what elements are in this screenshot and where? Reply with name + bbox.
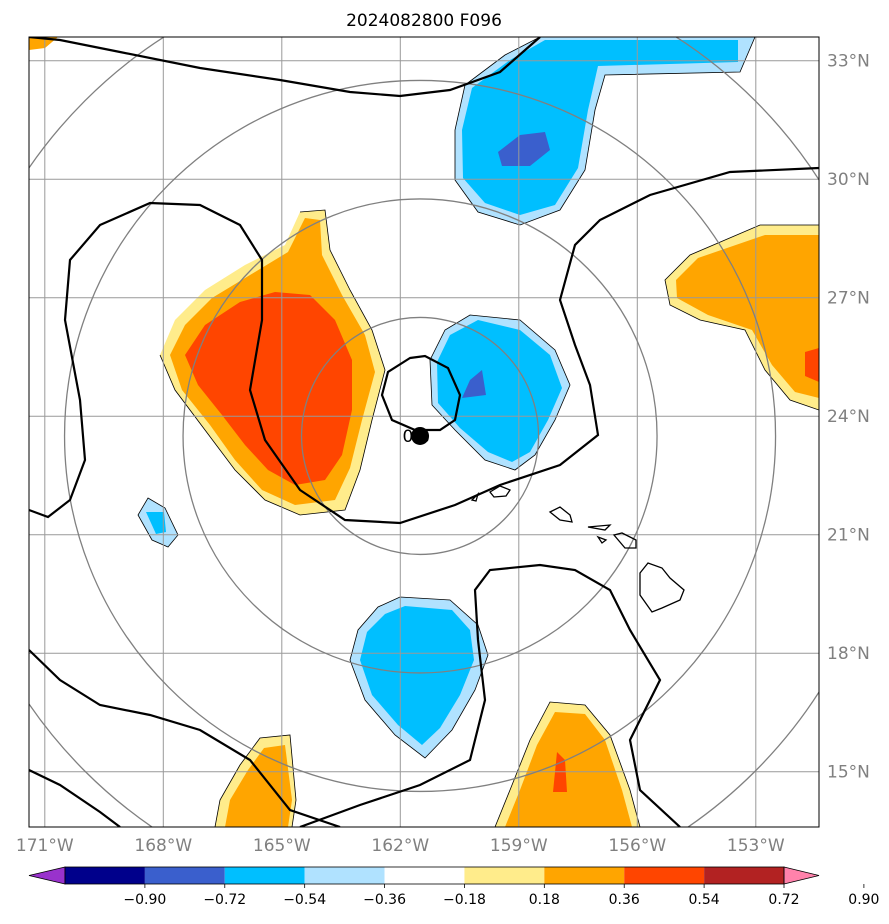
negative-anomaly-contour: [498, 132, 550, 166]
black-contour: [380, 354, 462, 432]
colorbar-segment: [304, 867, 385, 884]
anomaly-field-layer: [29, 37, 819, 827]
x-tick-label: 171°W: [16, 836, 74, 856]
coastline: [639, 562, 685, 613]
coastline: [587, 524, 612, 531]
colorbar-segment: [624, 867, 705, 884]
colorbar-tick-label: −0.54: [283, 892, 326, 908]
black-contour: [299, 563, 681, 827]
black-contour: [29, 37, 541, 98]
negative-anomaly-contour: [146, 512, 166, 534]
coastline: [470, 491, 480, 502]
colorbar-segment: [65, 867, 145, 884]
negative-anomaly-contour: [462, 370, 486, 398]
colorbar-segment: [224, 867, 305, 884]
colorbar-tick-label: 0.54: [689, 892, 720, 908]
colorbar-frame: [64, 866, 785, 885]
colorbar-tick-label: 0.90: [848, 892, 879, 908]
storm-center-marker: [411, 426, 430, 445]
colorbar-tick-label: −0.90: [123, 892, 166, 908]
y-tick-label: 18°N: [827, 644, 870, 664]
negative-anomaly-contour: [437, 320, 562, 462]
coastline: [612, 532, 637, 549]
colorbar-tick-label: 0.72: [768, 892, 799, 908]
colorbar-segment: [464, 867, 545, 884]
y-tick-label: 33°N: [827, 52, 870, 72]
colorbar-tick-label: −0.72: [203, 892, 246, 908]
colorbar: −0.90 −0.72 −0.54 −0.36 −0.18 0.18 0.36 0.54 0.7…: [28, 866, 879, 908]
coastline: [596, 535, 608, 544]
coastline: [489, 485, 511, 498]
positive-anomaly-contour: [225, 745, 292, 827]
positive-anomaly-contour: [185, 292, 352, 485]
black-contour-layer: [29, 37, 819, 827]
black-contour: [29, 166, 819, 525]
x-axis-tick-labels: 171°W 168°W 165°W 162°W 159°W 156°W 153°W: [16, 836, 785, 856]
colorbar-extend-low: [28, 866, 66, 885]
map-frame: [28, 36, 820, 828]
field-outline: [429, 314, 571, 471]
y-tick-label: 24°N: [827, 407, 870, 427]
positive-anomaly-contour: [805, 348, 819, 382]
range-ring: [63, 79, 777, 793]
coastline: [548, 506, 573, 523]
positive-anomaly-contour: [676, 235, 819, 398]
x-tick-label: 165°W: [253, 836, 311, 856]
field-outline: [664, 224, 819, 411]
colorbar-tick-label: −0.36: [363, 892, 406, 908]
range-ring: [300, 316, 540, 556]
x-tick-label: 162°W: [371, 836, 429, 856]
colorbar-tick-label: −0.18: [443, 892, 486, 908]
field-outline: [494, 701, 641, 827]
field-outline: [159, 209, 386, 516]
colorbar-segment: [544, 867, 625, 884]
black-contour: [29, 769, 121, 827]
x-tick-label: 159°W: [490, 836, 548, 856]
x-tick-label: 153°W: [727, 836, 785, 856]
y-tick-label: 15°N: [827, 763, 870, 783]
x-tick-label: 168°W: [134, 836, 192, 856]
positive-anomaly-contour: [505, 712, 632, 827]
field-outline: [137, 497, 179, 548]
black-contour: [29, 649, 341, 827]
field-outline: [214, 734, 297, 827]
colorbar-tick-label: 0.18: [529, 892, 560, 908]
coastline-layer: [470, 485, 685, 613]
chart-title: 2024082800 F096: [346, 11, 502, 31]
positive-anomaly-contour: [29, 37, 58, 50]
colorbar-extend-high: [783, 866, 820, 885]
colorbar-segment: [384, 867, 465, 884]
colorbar-segment: [144, 867, 225, 884]
y-tick-label: 27°N: [827, 289, 870, 309]
y-axis-tick-labels: 33°N 30°N 27°N 24°N 21°N 18°N 15°N: [827, 52, 870, 783]
colorbar-segment: [704, 867, 784, 884]
x-tick-label: 156°W: [608, 836, 666, 856]
colorbar-tick-label: 0.36: [609, 892, 640, 908]
gridlines: [29, 37, 819, 827]
y-tick-label: 21°N: [827, 526, 870, 546]
y-tick-label: 30°N: [827, 170, 870, 190]
negative-anomaly-contour: [360, 606, 474, 745]
storm-center-label: 0%: [403, 427, 430, 447]
range-ring: [182, 198, 658, 674]
negative-anomaly-contour: [462, 40, 738, 215]
